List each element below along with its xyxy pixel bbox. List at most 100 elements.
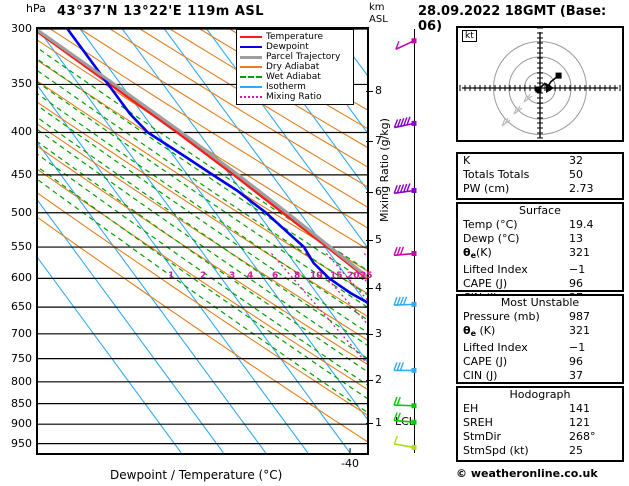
pressure-axis-unit-label: hPa bbox=[26, 2, 46, 15]
height-tick-mark bbox=[366, 288, 373, 290]
wind-barb-staff bbox=[414, 29, 415, 453]
row-value: 268° bbox=[569, 430, 596, 443]
table-row: StmDir 268° bbox=[458, 430, 622, 444]
row-key: StmDir bbox=[463, 430, 502, 443]
row-key: PW (cm) bbox=[463, 182, 510, 195]
height-tick-label: 3 bbox=[375, 326, 382, 340]
pressure-tick-label: 600 bbox=[11, 271, 32, 285]
legend-swatch bbox=[240, 55, 262, 59]
row-value: 50 bbox=[569, 168, 583, 181]
table-row: CAPE (J) 96 bbox=[458, 277, 622, 291]
pressure-tick-label: 400 bbox=[11, 125, 32, 139]
lcl-label: LCL bbox=[395, 415, 415, 428]
row-key: CAPE (J) bbox=[463, 277, 508, 290]
row-value: 321 bbox=[569, 246, 590, 259]
table-row: Totals Totals 50 bbox=[458, 168, 622, 182]
hodograph-stats-panel: Hodograph EH 141 SREH 121 StmDir 268° StmSpd (k… bbox=[456, 386, 624, 462]
legend-swatch bbox=[240, 86, 262, 88]
most-unstable-panel: Most Unstable Pressure (mb) 987 θe (K) 321 Li… bbox=[456, 294, 624, 384]
indices-panel: K 32 Totals Totals 50 PW (cm) 2.73 bbox=[456, 152, 624, 200]
legend-item: Wet Adiabat bbox=[240, 72, 350, 82]
pressure-tick-label: 700 bbox=[11, 326, 32, 340]
table-row: PW (cm) 2.73 bbox=[458, 182, 622, 196]
legend-swatch bbox=[240, 66, 262, 68]
row-key: CAPE (J) bbox=[463, 355, 508, 368]
row-value: 13 bbox=[569, 232, 583, 245]
table-row: Lifted Index −1 bbox=[458, 341, 622, 355]
legend-label: Dewpoint bbox=[266, 41, 309, 52]
panel-title: Surface bbox=[519, 204, 561, 217]
row-key: K bbox=[463, 154, 471, 167]
row-value: 321 bbox=[569, 324, 590, 337]
height-tick-mark bbox=[366, 240, 373, 242]
pressure-tick-label: 650 bbox=[11, 300, 32, 314]
mixing-ratio-value-label: 6 bbox=[272, 271, 279, 281]
date-title: 28.09.2022 18GMT (Base: 06) bbox=[418, 4, 607, 34]
legend-swatch bbox=[240, 46, 262, 48]
mixing-ratio-value-label: 2 bbox=[200, 271, 207, 281]
table-row: StmSpd (kt) 25 bbox=[458, 444, 622, 458]
row-key: Totals Totals bbox=[463, 168, 530, 181]
height-tick-label: 6 bbox=[375, 185, 382, 199]
table-row: EH 141 bbox=[458, 402, 622, 416]
height-axis-asl-label: ASL bbox=[369, 14, 388, 25]
mixing-ratio-value-label: 4 bbox=[247, 271, 254, 281]
height-tick-mark bbox=[366, 333, 373, 335]
row-value: 37 bbox=[569, 369, 583, 382]
x-axis-title: Dewpoint / Temperature (°C) bbox=[110, 468, 283, 482]
table-row: Lifted Index −1 bbox=[458, 263, 622, 277]
pressure-tick-label: 900 bbox=[11, 417, 32, 431]
mixing-ratio-value-label: 15 bbox=[330, 271, 343, 281]
legend: Temperature Dewpoint Parcel Trajectory Dry … bbox=[236, 29, 354, 105]
table-row: θe(K) 321 bbox=[458, 246, 622, 263]
panel-title: Most Unstable bbox=[500, 296, 580, 309]
height-tick-mark bbox=[366, 90, 373, 92]
height-tick-mark bbox=[366, 379, 373, 381]
row-value: 987 bbox=[569, 310, 590, 323]
row-value: 19.4 bbox=[569, 218, 594, 231]
row-value: 96 bbox=[569, 355, 583, 368]
temperature-tick-label: -40 bbox=[341, 457, 360, 470]
pressure-tick-label: 850 bbox=[11, 396, 32, 410]
row-key: θe (K) bbox=[463, 324, 496, 338]
pressure-tick-label: 350 bbox=[11, 77, 32, 91]
legend-swatch bbox=[240, 96, 262, 98]
legend-swatch bbox=[240, 76, 262, 78]
pressure-tick-label: 500 bbox=[11, 205, 32, 219]
mixing-ratio-value-label: 25 bbox=[360, 271, 373, 281]
height-tick-label: 2 bbox=[375, 372, 382, 386]
legend-item: Dewpoint bbox=[240, 42, 350, 52]
legend-label: Wet Adiabat bbox=[266, 71, 321, 82]
pressure-tick-label: 450 bbox=[11, 167, 32, 181]
legend-label: Isotherm bbox=[266, 81, 306, 92]
hodograph-unit-label: kt bbox=[462, 30, 477, 42]
legend-label: Dry Adiabat bbox=[266, 61, 320, 72]
legend-item: Dry Adiabat bbox=[240, 62, 350, 72]
height-tick-mark bbox=[366, 141, 373, 143]
row-key: Temp (°C) bbox=[463, 218, 518, 231]
pressure-tick-label: 300 bbox=[11, 22, 32, 35]
page-title: 43°37'N 13°22'E 119m ASL bbox=[57, 4, 265, 19]
row-key: Lifted Index bbox=[463, 263, 528, 276]
hodograph-svg bbox=[459, 28, 621, 139]
height-tick-label: 4 bbox=[375, 281, 382, 295]
row-key: Lifted Index bbox=[463, 341, 528, 354]
height-tick-label: 5 bbox=[375, 233, 382, 247]
row-value: 96 bbox=[569, 277, 583, 290]
mixing-ratio-value-label: 8 bbox=[294, 271, 301, 281]
table-row: Pressure (mb) 987 bbox=[458, 310, 622, 324]
surface-panel: Surface Temp (°C) 19.4 Dewp (°C) 13 θe(K) 321 L… bbox=[456, 202, 624, 304]
row-value: 121 bbox=[569, 416, 590, 429]
row-key: CIN (J) bbox=[463, 369, 498, 382]
height-axis-unit-label: km bbox=[369, 2, 385, 13]
mixing-ratio-value-label: 3 bbox=[229, 271, 236, 281]
mixing-ratio-value-label: 1 bbox=[168, 271, 175, 281]
row-value: −1 bbox=[569, 263, 586, 276]
legend-item: Temperature bbox=[240, 32, 350, 42]
row-value: 2.73 bbox=[569, 182, 594, 195]
legend-label: Parcel Trajectory bbox=[266, 51, 341, 62]
pressure-tick-label: 800 bbox=[11, 374, 32, 388]
row-value: −1 bbox=[569, 341, 586, 354]
pressure-tick-label: 950 bbox=[11, 436, 32, 450]
table-row: CIN (J) 37 bbox=[458, 369, 622, 383]
